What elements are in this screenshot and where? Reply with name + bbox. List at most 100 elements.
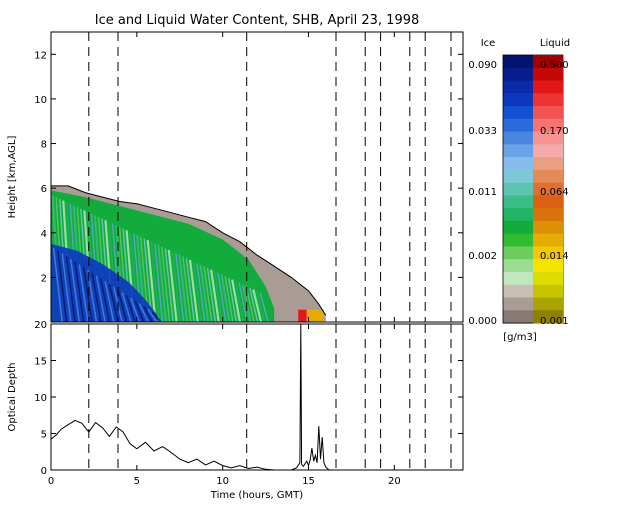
liquid-patch [298, 309, 307, 322]
fall-streak [164, 248, 174, 322]
liquid-color-swatch [533, 246, 563, 260]
dense-ice-streak [121, 292, 132, 322]
fall-streak [157, 244, 168, 322]
liquid-color-swatch [533, 118, 563, 133]
y-tick-label: 5 [41, 430, 47, 441]
heatmap-y-axis-label: Height [km,AGL] [7, 136, 18, 219]
ice-color-swatch [503, 80, 533, 94]
fall-streak [154, 243, 164, 322]
liquid-patch [306, 309, 324, 322]
ice-tick-label: 0.002 [468, 251, 497, 262]
fall-streak [228, 277, 238, 322]
fall-streak [252, 289, 263, 322]
y-tick-label: 10 [34, 95, 47, 106]
x-tick-label: 20 [388, 476, 401, 487]
dense-ice-streak [78, 264, 89, 322]
fall-streak [161, 246, 171, 322]
y-tick-label: 15 [34, 357, 47, 368]
liquid-color-swatch [533, 233, 563, 248]
dense-ice-streak [117, 289, 128, 322]
liquid-tick-label: 0.170 [540, 126, 569, 137]
ice-color-swatch [503, 118, 533, 133]
liquid-color-swatch [533, 310, 563, 324]
dense-ice-streak [57, 250, 68, 322]
y-tick-label: 20 [34, 320, 47, 331]
liquid-color-swatch [533, 169, 563, 184]
fall-streak [175, 253, 185, 322]
liquid-color-swatch [533, 131, 563, 145]
fall-streak [182, 256, 192, 322]
dense-ice-streak [100, 278, 111, 322]
liquid-color-swatch [533, 271, 563, 286]
y-tick-label: 12 [34, 50, 47, 61]
ice-color-swatch [503, 169, 533, 184]
ice-color-swatch [503, 297, 533, 311]
dense-ice-streak [61, 253, 72, 322]
liquid-color-swatch [533, 157, 563, 171]
ice-color-swatch [503, 144, 533, 158]
liquid-scale-ticks: 0.500 0.170 0.064 0.014 0.001 [540, 60, 569, 327]
x-tick-label: 10 [216, 476, 229, 487]
liquid-color-swatch [533, 284, 563, 299]
heatmap-plot-area [51, 185, 327, 322]
liquid-tick-label: 0.014 [540, 251, 569, 262]
dense-ice-streak [69, 258, 81, 322]
liquid-color-swatch [533, 144, 563, 158]
chart-title: Ice and Liquid Water Content, SHB, April… [95, 13, 420, 28]
x-tick-label: 5 [134, 476, 140, 487]
ice-color-swatch [503, 284, 533, 299]
fall-streak [188, 259, 199, 322]
dense-ice-region [51, 243, 158, 322]
heatmap-frame [50, 31, 464, 323]
dense-ice-streak [87, 269, 98, 322]
fall-streak [259, 292, 269, 322]
ice-color-swatch [503, 67, 533, 82]
optical-depth-y-axis-label: Optical Depth [7, 363, 18, 432]
liquid-color-swatch [533, 106, 563, 120]
fall-streak [220, 274, 231, 322]
ice-color-swatch [503, 106, 533, 120]
y-tick-label: 8 [41, 140, 47, 151]
ice-color-swatch [503, 271, 533, 286]
dense-ice-streak [125, 294, 136, 322]
liquid-color-swatch [533, 208, 563, 222]
ice-color-swatch [503, 182, 533, 196]
heatmap-y-ticks: 2 4 6 8 10 12 [34, 50, 463, 284]
colorbar: Ice Liquid 0.090 0.033 0.011 0.002 0.000 0.5… [468, 38, 570, 343]
ice-tick-label: 0.000 [468, 316, 497, 327]
y-tick-label: 10 [34, 393, 47, 404]
dense-ice-streak [130, 297, 141, 322]
colorbar-unit: [g/m3] [503, 332, 537, 343]
fall-streak [199, 264, 210, 322]
liquid-color-swatch [533, 55, 563, 69]
optical-depth-y-ticks: 0 5 10 15 20 [34, 320, 463, 477]
x-tick-label: 15 [302, 476, 315, 487]
fall-streak [146, 239, 157, 322]
liquid-color-swatch [533, 93, 563, 107]
fall-streak [217, 272, 227, 322]
dense-ice-streak [52, 247, 63, 322]
fall-streak [178, 254, 189, 322]
liquid-color-swatch [533, 195, 563, 209]
ice-color-swatch [503, 259, 533, 273]
dense-ice-streak [104, 281, 115, 322]
ice-tick-label: 0.011 [468, 187, 497, 198]
fall-streak [213, 271, 223, 322]
optical-depth-line [51, 324, 330, 470]
liquid-tick-label: 0.001 [540, 316, 569, 327]
dense-ice-streak [82, 267, 93, 322]
fall-streak [224, 276, 234, 322]
liquid-tick-label: 0.064 [540, 187, 569, 198]
dense-ice-streak [95, 275, 106, 322]
fall-streak [192, 261, 202, 322]
liquid-color-swatch [533, 259, 563, 273]
heatmap-x-ticks [50, 32, 395, 322]
fall-streak [185, 258, 195, 322]
ice-color-swatch [503, 157, 533, 171]
ice-color-swatch [503, 131, 533, 145]
colorbar-ice-header: Ice [481, 38, 496, 49]
fall-streak [206, 268, 216, 322]
ice-color-swatch [503, 195, 533, 209]
fall-streak [171, 251, 181, 322]
